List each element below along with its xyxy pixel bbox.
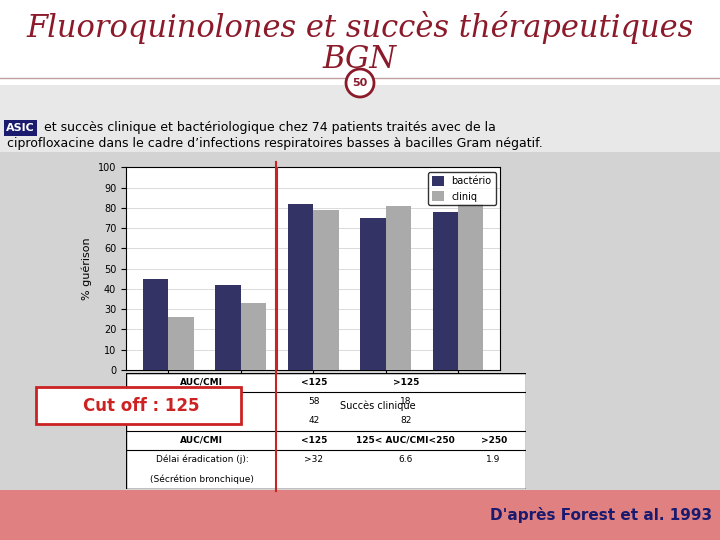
- Text: 18: 18: [400, 397, 411, 406]
- Bar: [433, 212, 458, 370]
- Text: <125: <125: [301, 436, 327, 445]
- Text: % Echec: % Echec: [183, 397, 221, 406]
- Text: <125: <125: [301, 378, 327, 387]
- Bar: [458, 204, 483, 370]
- Circle shape: [346, 69, 374, 97]
- Y-axis label: % guérison: % guérison: [82, 238, 92, 300]
- FancyBboxPatch shape: [0, 490, 720, 540]
- Text: 1.9: 1.9: [487, 455, 501, 464]
- Text: 6.6: 6.6: [399, 455, 413, 464]
- Text: 125< AUC/CMI<250: 125< AUC/CMI<250: [356, 436, 455, 445]
- Text: Délai éradication (j):: Délai éradication (j):: [156, 455, 248, 464]
- Bar: [168, 317, 194, 370]
- Bar: [313, 210, 338, 370]
- FancyBboxPatch shape: [0, 85, 720, 152]
- Text: et succès clinique et bactériologique chez 74 patients traités avec de la: et succès clinique et bactériologique ch…: [40, 122, 496, 134]
- Text: ciprofloxacine dans le cadre d’infections respiratoires basses à bacilles Gram n: ciprofloxacine dans le cadre d’infection…: [7, 138, 543, 151]
- Text: % Succès: % Succès: [180, 416, 223, 426]
- FancyBboxPatch shape: [4, 120, 37, 136]
- Text: >250: >250: [480, 436, 507, 445]
- X-axis label: AUC/CMI: AUC/CMI: [289, 395, 337, 405]
- Text: AUC/CMI: AUC/CMI: [181, 378, 223, 387]
- Text: >125: >125: [392, 378, 419, 387]
- Bar: [143, 279, 168, 370]
- Text: 82: 82: [400, 416, 411, 426]
- Text: AUC/CMI: AUC/CMI: [181, 436, 223, 445]
- Bar: [386, 206, 411, 370]
- Text: D'après Forest et al. 1993: D'après Forest et al. 1993: [490, 507, 712, 523]
- Text: Fluoroquinolones et succès thérapeutiques: Fluoroquinolones et succès thérapeutique…: [27, 11, 693, 44]
- FancyBboxPatch shape: [126, 373, 526, 489]
- Text: 58: 58: [308, 397, 320, 406]
- Text: >32: >32: [305, 455, 323, 464]
- Text: Succès clinique: Succès clinique: [340, 400, 415, 411]
- FancyBboxPatch shape: [0, 0, 720, 150]
- Bar: [240, 303, 266, 370]
- Legend: bactério, cliniq: bactério, cliniq: [428, 172, 495, 205]
- FancyBboxPatch shape: [0, 145, 720, 490]
- Text: Cut off : 125: Cut off : 125: [83, 396, 199, 415]
- Text: 50: 50: [352, 78, 368, 88]
- Text: (Sécrétion bronchique): (Sécrétion bronchique): [150, 474, 254, 484]
- Bar: [360, 218, 386, 370]
- Text: 42: 42: [308, 416, 320, 426]
- Bar: [288, 204, 313, 370]
- Text: BGN: BGN: [323, 44, 397, 76]
- Bar: [215, 285, 240, 370]
- Text: ASIC: ASIC: [6, 123, 35, 133]
